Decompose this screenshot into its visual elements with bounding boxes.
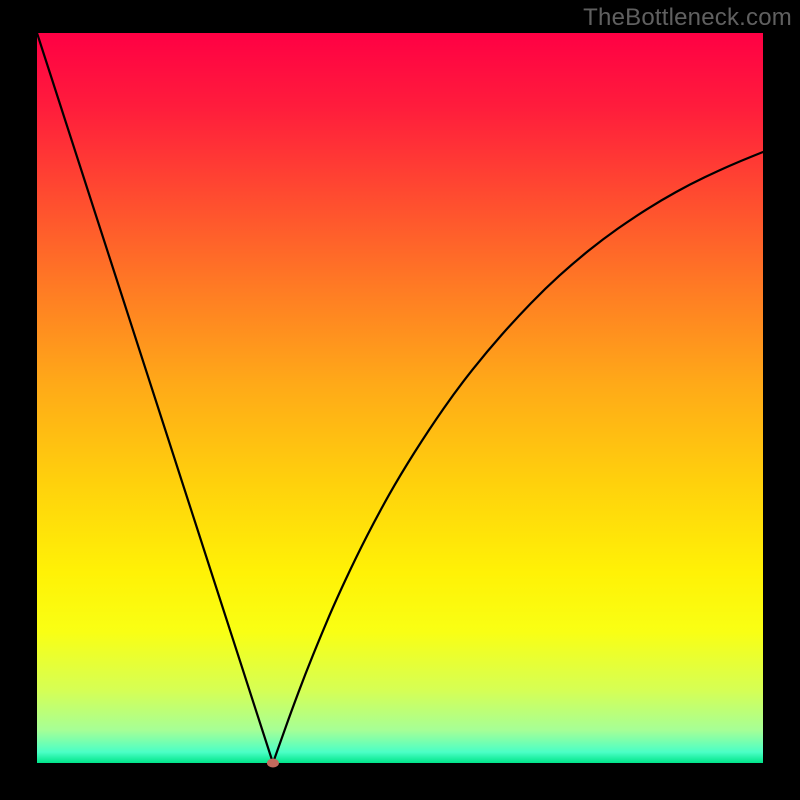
- minimum-marker: [267, 759, 279, 768]
- bottleneck-chart: [0, 0, 800, 800]
- chart-container: TheBottleneck.com: [0, 0, 800, 800]
- plot-background: [37, 33, 763, 763]
- watermark-label: TheBottleneck.com: [583, 4, 792, 32]
